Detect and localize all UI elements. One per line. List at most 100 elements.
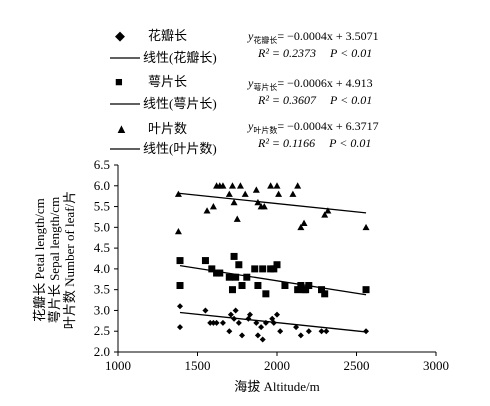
data-point-triangle: [252, 186, 260, 193]
data-point-diamond: [210, 319, 217, 326]
data-point-triangle: [297, 223, 305, 231]
data-point-diamond: [177, 324, 184, 331]
y-ticks: 2.0 2.5 3.0 3.5 4.0 4.5 5.0 5.5 6.0 6.5: [94, 157, 118, 359]
data-point-square: [297, 282, 305, 290]
y-tick-label: 3.0: [94, 302, 110, 317]
data-point-square: [238, 282, 246, 290]
legend: ◆ 花瓣长 线性(花瓣长) ■ 萼片长 线性(萼片长) ▲ 叶片数 线性(叶片数…: [110, 28, 217, 156]
data-point-square: [235, 261, 243, 269]
data-point-diamond: [226, 328, 233, 335]
data-point-square: [281, 282, 289, 290]
data-point-square: [305, 282, 313, 290]
y-axis-title-line: 花瓣长 Petal length/cm: [32, 198, 47, 321]
y-tick-label: 2.0: [94, 344, 110, 359]
data-point-diamond: [277, 328, 284, 335]
data-point-square: [230, 252, 238, 260]
data-point-diamond: [293, 324, 300, 331]
data-point-diamond: [207, 319, 214, 326]
legend-line-label: 线性(萼片长): [143, 96, 217, 111]
data-point-triangle: [174, 227, 182, 235]
data-point-triangle: [273, 182, 281, 189]
x-tick-label: 3000: [423, 358, 449, 373]
data-point-diamond: [177, 303, 184, 310]
data-point-diamond: [239, 332, 246, 339]
data-point-diamond: [274, 311, 280, 318]
equation-sepal: y萼片长= −0.0006x + 4.913: [247, 76, 373, 92]
data-point-triangle: [260, 203, 268, 210]
data-point-triangle: [324, 207, 332, 214]
data-point-square: [176, 257, 184, 265]
data-point-triangle: [362, 223, 370, 231]
data-point-triangle: [203, 207, 211, 214]
data-point-diamond: [297, 332, 304, 339]
y-tick-label: 2.5: [94, 323, 110, 338]
equation-leaf: y叶片数= −0.0004x + 6.3717: [247, 119, 379, 135]
x-tick-label: 1000: [105, 358, 131, 373]
regression-equations: y花瓣长= −0.0004x + 3.5071 R² = 0.2373 P < 0…: [247, 29, 379, 150]
data-point-diamond: [318, 328, 325, 335]
data-point-square: [251, 265, 259, 273]
data-point-triangle: [225, 190, 233, 197]
data-point-diamond: [259, 336, 266, 343]
legend-marker-symbol: ■: [115, 74, 123, 89]
data-point-triangle: [289, 190, 297, 197]
data-point-diamond: [253, 319, 260, 326]
data-point-triangle: [230, 198, 238, 206]
legend-line-label: 线性(花瓣长): [143, 50, 217, 65]
data-point-diamond: [246, 311, 253, 318]
data-point-square: [321, 290, 329, 298]
x-ticks: 1000 1500 2000 2500 3000: [105, 352, 449, 373]
data-point-diamond: [258, 324, 265, 331]
legend-entry-leaf-marker: ▲ 叶片数: [115, 121, 187, 136]
data-point-square: [273, 261, 281, 269]
data-point-square: [176, 282, 184, 290]
y-tick-label: 6.0: [94, 178, 110, 193]
legend-marker-symbol: ▲: [115, 121, 128, 136]
equation-sepal-stats: R² = 0.3607 P < 0.01: [257, 93, 372, 107]
equation-leaf-stats: R² = 0.1166 P < 0.01: [257, 136, 371, 150]
data-points: [174, 182, 370, 343]
x-axis-title: 海拔 Altitude/m: [234, 379, 320, 394]
data-point-diamond: [305, 328, 312, 335]
data-point-triangle: [267, 182, 275, 189]
y-axis-title-line: 叶片数 Number of leaf/片: [62, 191, 77, 329]
data-point-triangle: [241, 190, 249, 197]
legend-entry-petal-line: 线性(花瓣长): [110, 50, 217, 65]
data-point-diamond: [227, 311, 234, 318]
data-point-square: [294, 286, 302, 294]
y-tick-label: 6.5: [94, 157, 110, 172]
data-point-diamond: [363, 328, 370, 335]
data-point-triangle: [236, 182, 244, 189]
data-point-triangle: [228, 182, 236, 189]
legend-label: 花瓣长: [148, 28, 187, 43]
data-point-triangle: [321, 211, 329, 218]
data-point-triangle: [275, 190, 283, 197]
data-point-diamond: [235, 319, 242, 326]
data-point-square: [225, 273, 233, 281]
data-point-triangle: [294, 182, 302, 189]
data-point-square: [302, 286, 310, 294]
legend-label: 萼片长: [148, 74, 187, 89]
data-point-square: [208, 265, 216, 273]
data-point-square: [216, 269, 224, 277]
data-point-diamond: [254, 332, 261, 339]
x-tick-label: 2500: [344, 358, 370, 373]
data-point-diamond: [219, 319, 226, 326]
data-point-diamond: [270, 319, 277, 326]
data-point-diamond: [202, 307, 209, 314]
data-point-square: [259, 265, 267, 273]
y-tick-label: 3.5: [94, 282, 110, 297]
y-axis-title: 花瓣长 Petal length/cm 萼片长 Sepal length/cm …: [32, 191, 77, 329]
data-point-square: [318, 286, 326, 294]
legend-entry-sepal-marker: ■ 萼片长: [115, 74, 187, 89]
legend-line-label: 线性(叶片数): [143, 141, 217, 156]
y-tick-label: 4.0: [94, 261, 110, 276]
data-point-square: [232, 273, 240, 281]
equation-petal-stats: R² = 0.2373 P < 0.01: [257, 46, 372, 60]
data-point-triangle: [209, 203, 217, 210]
y-tick-label: 4.5: [94, 240, 110, 255]
data-point-square: [254, 282, 262, 290]
y-tick-label: 5.5: [94, 199, 110, 214]
legend-label: 叶片数: [148, 121, 187, 136]
